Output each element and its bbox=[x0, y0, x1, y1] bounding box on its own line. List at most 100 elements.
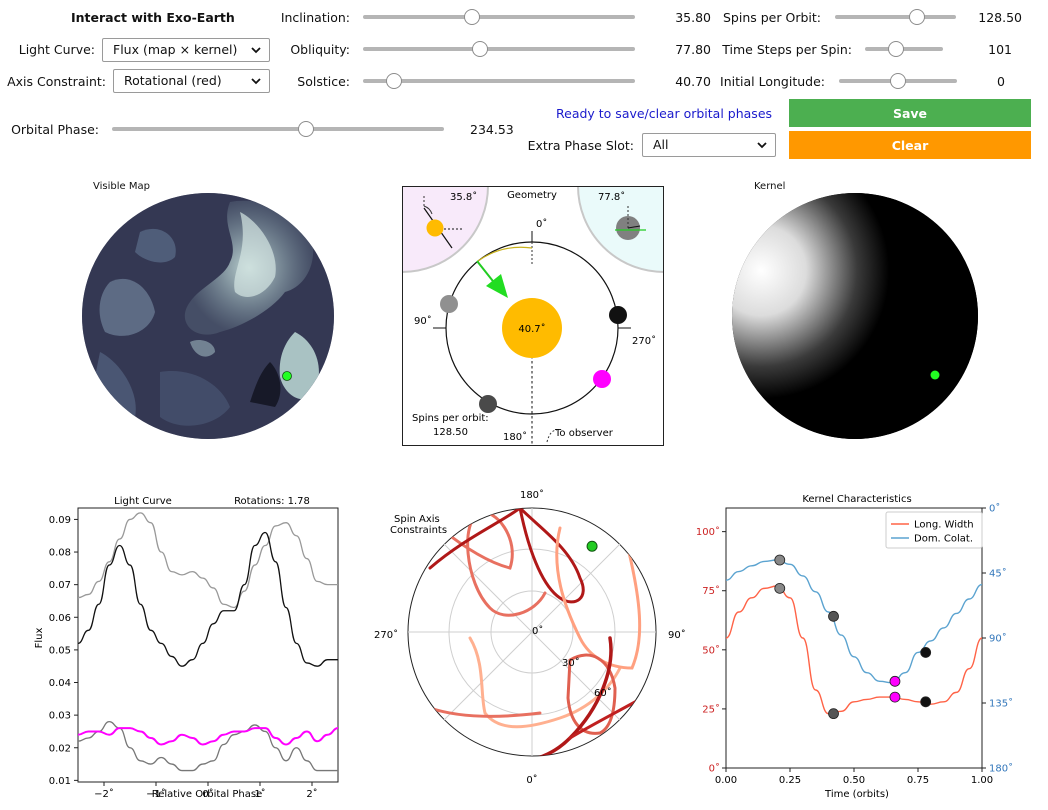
kernel-marker bbox=[889, 675, 901, 687]
slider-handle[interactable] bbox=[471, 41, 488, 57]
polar-angle-label-top: 180˚ bbox=[520, 489, 544, 501]
y-tick-label-right: 0˚ bbox=[989, 503, 1000, 515]
polar-radial-label-30: 30˚ bbox=[562, 657, 580, 669]
kernel-characteristics-chart: Kernel Characteristics Time (orbits) 0˚ 2… bbox=[696, 494, 1013, 800]
polar-radial-label-0: 0˚ bbox=[532, 625, 543, 637]
spins-per-orbit-label: Spins per Orbit: bbox=[723, 10, 821, 25]
kernel-marker bbox=[774, 554, 786, 566]
kernel-marker bbox=[889, 691, 901, 703]
slider-track bbox=[363, 79, 635, 83]
y-tick-label: 0.05 bbox=[49, 645, 71, 656]
initial-longitude-slider[interactable] bbox=[839, 73, 957, 89]
polar-title: Spin Axis Constraints bbox=[390, 514, 447, 536]
slider-track bbox=[112, 127, 444, 131]
y-tick-label: 0.09 bbox=[49, 515, 71, 526]
solstice-value: 40.70 bbox=[675, 74, 711, 89]
clear-button[interactable]: Clear bbox=[789, 131, 1031, 159]
observer-point bbox=[282, 371, 292, 381]
orbital-phase-slider[interactable] bbox=[112, 121, 444, 137]
chart-subtitle: Rotations: 1.78 bbox=[234, 496, 310, 507]
slider-handle[interactable] bbox=[890, 73, 906, 89]
chevron-down-icon bbox=[251, 78, 261, 85]
axis-constraint-value: Rotational (red) bbox=[124, 73, 222, 88]
light-curve-label: Light Curve: bbox=[18, 42, 95, 57]
orbital-phase-value: 234.53 bbox=[470, 122, 514, 137]
spins-per-orbit-value: 128.50 bbox=[433, 427, 468, 438]
slider-handle[interactable] bbox=[385, 73, 402, 89]
solstice-label: Solstice: bbox=[297, 74, 350, 89]
polar-radial-label-60: 60˚ bbox=[594, 687, 612, 699]
kernel-marker bbox=[920, 647, 932, 658]
series-line bbox=[77, 531, 338, 667]
inclination-slider[interactable] bbox=[363, 9, 635, 25]
light-curve-chart: Light Curve Rotations: 1.78 Relative Orb… bbox=[34, 496, 339, 800]
y-tick-label: 0.03 bbox=[49, 711, 71, 722]
spins-per-orbit-label: Spins per orbit: bbox=[412, 413, 489, 424]
y-tick-label-left: 0˚ bbox=[709, 763, 720, 775]
star bbox=[502, 298, 562, 358]
x-axis-label: Time (orbits) bbox=[824, 789, 889, 800]
spin-axis-constraints-chart: Spin Axis Constraints 180˚ 90˚ 0˚ 270˚ 0˚… bbox=[374, 489, 686, 786]
y-tick-label-left: 50˚ bbox=[702, 644, 720, 656]
slider-track bbox=[835, 15, 956, 19]
kernel-marker bbox=[920, 696, 932, 708]
y-tick-label-left: 25˚ bbox=[702, 703, 720, 715]
kernel-title: Kernel bbox=[754, 181, 786, 192]
tick-label-180: 180˚ bbox=[503, 431, 527, 443]
x-tick-label: 0.50 bbox=[843, 775, 865, 786]
save-button[interactable]: Save bbox=[789, 99, 1031, 127]
geometry-title: Geometry bbox=[507, 190, 557, 201]
polar-angle-label-right: 90˚ bbox=[668, 629, 686, 641]
panel-title: Interact with Exo-Earth bbox=[71, 10, 235, 25]
legend: Long. Width Dom. Colat. bbox=[885, 511, 983, 549]
chevron-down-icon bbox=[757, 142, 767, 149]
visible-map-title: Visible Map bbox=[93, 181, 150, 192]
orbital-phase-label: Orbital Phase: bbox=[11, 122, 99, 137]
polar-marker-point bbox=[586, 540, 598, 552]
extra-phase-slot-select[interactable]: All bbox=[642, 133, 776, 157]
x-tick-label: 1˚ bbox=[254, 788, 265, 800]
x-tick-label: −2˚ bbox=[94, 788, 114, 800]
light-curve-value: Flux (map × kernel) bbox=[113, 42, 238, 57]
slider-handle[interactable] bbox=[888, 41, 905, 57]
inclination-angle-label: 35.8˚ bbox=[450, 191, 477, 203]
sun-angle-label: 40.7˚ bbox=[518, 323, 545, 335]
inclination-value: 35.80 bbox=[675, 10, 711, 25]
extra-phase-slot-label: Extra Phase Slot: bbox=[527, 138, 634, 153]
slider-track bbox=[363, 47, 635, 51]
visible-map bbox=[82, 193, 334, 439]
x-tick-label: 1.00 bbox=[971, 775, 993, 786]
slider-handle[interactable] bbox=[908, 9, 925, 25]
to-observer-label: To observer bbox=[554, 428, 614, 439]
x-axis-label: Relative Orbital Phase bbox=[152, 789, 262, 800]
light-curve-select[interactable]: Flux (map × kernel) bbox=[102, 38, 270, 62]
spins-per-orbit-slider[interactable] bbox=[835, 9, 956, 25]
legend-label: Long. Width bbox=[914, 520, 974, 531]
slider-handle[interactable] bbox=[463, 9, 480, 25]
slider-track bbox=[363, 15, 635, 19]
x-tick-label: 0.75 bbox=[907, 775, 929, 786]
y-tick-label: 0.07 bbox=[49, 580, 71, 591]
x-tick-label: 0.00 bbox=[715, 775, 737, 786]
y-tick-label-right: 90˚ bbox=[989, 633, 1007, 645]
time-steps-slider[interactable] bbox=[865, 41, 943, 57]
time-steps-value: 101 bbox=[988, 42, 1012, 57]
obliquity-angle-label: 77.8˚ bbox=[598, 191, 625, 203]
axis-constraint-select[interactable]: Rotational (red) bbox=[113, 69, 270, 93]
y-tick-label-left: 100˚ bbox=[696, 526, 720, 538]
initial-longitude-value: 0 bbox=[997, 74, 1005, 89]
solstice-slider[interactable] bbox=[363, 73, 635, 89]
chart-title: Kernel Characteristics bbox=[802, 494, 911, 505]
inclination-label: Inclination: bbox=[280, 10, 350, 25]
kernel-marker bbox=[828, 610, 839, 622]
kernel-marker bbox=[828, 708, 839, 720]
slider-handle[interactable] bbox=[298, 121, 315, 137]
status-message: Ready to save/clear orbital phases bbox=[556, 106, 773, 121]
spins-per-orbit-value: 128.50 bbox=[978, 10, 1022, 25]
y-tick-label-right: 45˚ bbox=[989, 568, 1007, 580]
legend-label: Dom. Colat. bbox=[914, 534, 973, 545]
x-tick-label: 0.25 bbox=[779, 775, 801, 786]
obliquity-value: 77.80 bbox=[675, 42, 711, 57]
tick-label-270: 270˚ bbox=[632, 335, 656, 347]
obliquity-slider[interactable] bbox=[363, 41, 635, 57]
